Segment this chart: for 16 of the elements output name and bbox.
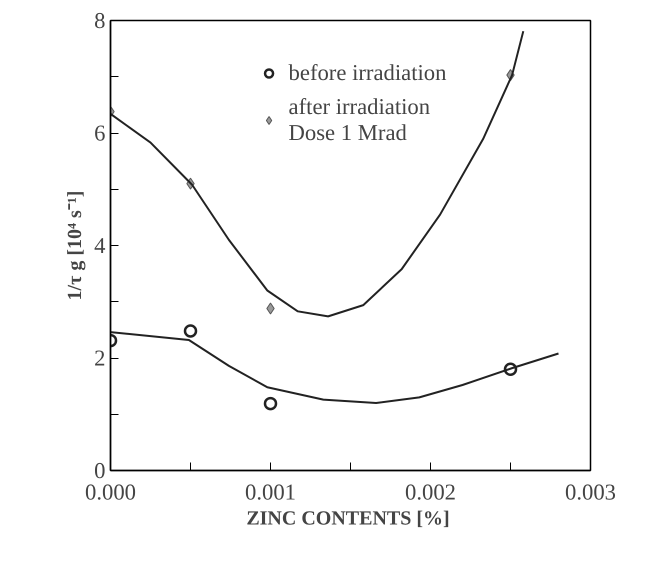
line-series (110, 30, 524, 318)
x-tick-label: 0.001 (245, 480, 296, 504)
x-tick-label: 0.002 (405, 480, 456, 504)
y-tick-label: 4 (94, 233, 106, 258)
legend-label: after irradiation Dose 1 Mrad (288, 94, 430, 146)
y-tick-label: 2 (94, 346, 106, 370)
y-tick-label: 8 (94, 8, 106, 33)
legend-label: before irradiation (288, 60, 446, 86)
point (184, 324, 198, 338)
x-axis-title: ZINC CONTENTS [%] (246, 508, 450, 530)
point (264, 396, 278, 410)
x-tick-label: 0.003 (565, 480, 616, 504)
y-axis-title: 1/τ g [10⁴ s⁻¹] (64, 190, 86, 300)
point (504, 362, 518, 376)
point (266, 302, 275, 314)
y-tick-label: 6 (94, 120, 106, 146)
